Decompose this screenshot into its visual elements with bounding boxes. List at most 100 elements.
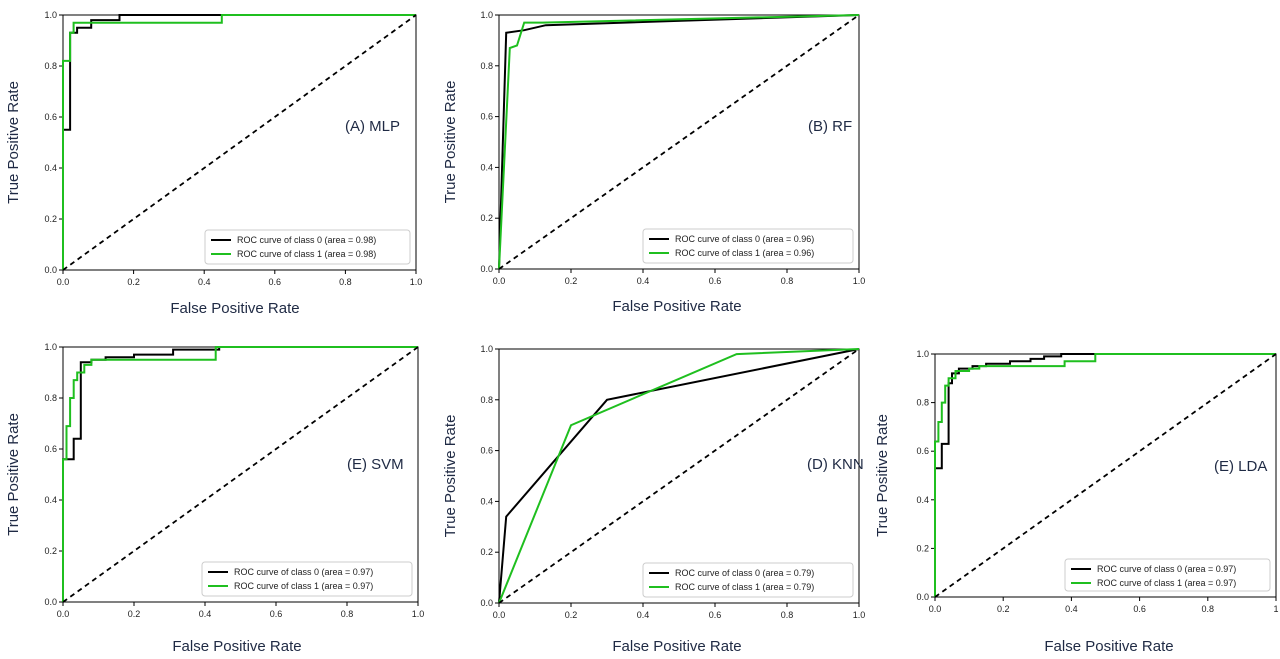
roc-curve-class-0 <box>498 14 860 270</box>
y-axis-label: True Positive Rate <box>874 414 891 537</box>
chance-diagonal-line <box>934 353 1277 598</box>
x-axis-label: False Positive Rate <box>612 638 741 655</box>
y-axis-label: True Positive Rate <box>5 81 22 204</box>
y-tick-label: 0.8 <box>44 61 57 71</box>
x-tick-label: 0.2 <box>565 610 578 620</box>
y-tick-label: 0.0 <box>44 597 57 607</box>
y-tick-label: 0.8 <box>480 61 493 71</box>
x-tick-label: 0.6 <box>270 609 283 619</box>
x-tick-label: 0.4 <box>637 610 650 620</box>
y-tick-label: 1.0 <box>916 349 929 359</box>
y-tick-label: 0.0 <box>916 592 929 602</box>
x-tick-label: 0.8 <box>781 276 794 286</box>
plot-frame <box>498 14 860 270</box>
y-tick-label: 0.4 <box>480 162 493 172</box>
x-tick-label: 0.8 <box>339 277 352 287</box>
y-tick-label: 0.4 <box>44 163 57 173</box>
roc-panel-5: 0.0 0.2 0.4 0.6 0.8 1 0.0 0.2 0.4 0.6 0.8 1.0 (E) LD… <box>874 349 1279 655</box>
roc-curve-class-0 <box>62 14 416 270</box>
y-tick-label: 0.2 <box>480 547 493 557</box>
x-tick-label: 0.2 <box>997 604 1010 614</box>
x-tick-label: 0.4 <box>1065 604 1078 614</box>
chance-diagonal-line <box>498 14 860 270</box>
legend-box <box>642 562 854 598</box>
x-tick-label: 1.0 <box>412 609 425 619</box>
y-tick-label: 0.2 <box>916 543 929 553</box>
legend-box <box>1064 558 1271 592</box>
y-tick-label: 0.6 <box>480 446 493 456</box>
y-tick-label: 0.4 <box>916 495 929 505</box>
roc-panel-3: 0.0 0.2 0.4 0.6 0.8 1.0 0.0 0.2 0.4 0.6 0.8 1.0 (E) … <box>5 342 424 655</box>
x-tick-label: 0.2 <box>127 277 140 287</box>
roc-curve-class-0 <box>934 353 1276 597</box>
y-tick-label: 0.8 <box>916 398 929 408</box>
x-tick-label: 0.4 <box>199 609 212 619</box>
legend-entry: ROC curve of class 0 (area = 0.79) <box>675 568 814 578</box>
legend-entry: ROC curve of class 1 (area = 0.97) <box>1097 578 1236 588</box>
x-tick-label: 0.8 <box>781 610 794 620</box>
x-tick-label: 0.0 <box>493 276 506 286</box>
y-tick-label: 0.6 <box>44 444 57 454</box>
roc-panel-2: 0.0 0.2 0.4 0.6 0.8 1.0 0.0 0.2 0.4 0.6 0.8 1.0 (B) … <box>442 10 865 315</box>
legend-entry: ROC curve of class 0 (area = 0.98) <box>237 235 376 245</box>
x-axis-label: False Positive Rate <box>612 298 741 315</box>
roc-curve-class-1 <box>62 346 418 602</box>
legend-entry: ROC curve of class 1 (area = 0.96) <box>675 248 814 258</box>
y-tick-label: 1.0 <box>480 10 493 20</box>
x-tick-label: 0.2 <box>128 609 141 619</box>
roc-curve-class-1 <box>62 14 416 270</box>
roc-panel-1: 0.0 0.2 0.4 0.6 0.8 1.0 0.0 0.2 0.4 0.6 0.8 1.0 (A) … <box>5 10 422 317</box>
y-tick-label: 0.0 <box>44 265 57 275</box>
y-tick-label: 0.6 <box>480 112 493 122</box>
x-tick-label: 0.6 <box>269 277 282 287</box>
x-tick-label: 0.4 <box>637 276 650 286</box>
panel-title: (E) SVM <box>347 456 404 473</box>
roc-curve-class-1 <box>498 14 860 270</box>
x-tick-label: 0.0 <box>57 277 70 287</box>
y-axis-label: True Positive Rate <box>442 415 459 538</box>
y-tick-label: 1.0 <box>480 344 493 354</box>
y-tick-label: 0.2 <box>44 546 57 556</box>
roc-curve-class-1 <box>934 353 1276 597</box>
legend-entry: ROC curve of class 0 (area = 0.97) <box>234 567 373 577</box>
x-tick-label: 0.6 <box>1133 604 1146 614</box>
x-tick-label: 0.0 <box>493 610 506 620</box>
x-tick-label: 0.4 <box>198 277 211 287</box>
x-tick-label: 0.8 <box>341 609 354 619</box>
y-axis-label: True Positive Rate <box>5 413 22 536</box>
x-tick-label: 0.6 <box>709 610 722 620</box>
roc-curve-class-1 <box>498 348 860 604</box>
y-tick-label: 0.4 <box>480 496 493 506</box>
x-tick-label: 0.8 <box>1202 604 1215 614</box>
x-tick-label: 0.0 <box>929 604 942 614</box>
x-tick-label: 0.6 <box>709 276 722 286</box>
chance-diagonal-line <box>62 14 417 271</box>
legend-box <box>204 229 411 265</box>
y-tick-label: 0.8 <box>480 395 493 405</box>
legend-entry: ROC curve of class 1 (area = 0.97) <box>234 581 373 591</box>
x-tick-label: 1.0 <box>410 277 423 287</box>
legend-entry: ROC curve of class 0 (area = 0.97) <box>1097 564 1236 574</box>
chance-diagonal-line <box>498 348 860 604</box>
x-tick-label: 1 <box>1273 604 1278 614</box>
y-axis-label: True Positive Rate <box>442 81 459 204</box>
chance-diagonal-line <box>62 346 419 603</box>
y-tick-label: 1.0 <box>44 342 57 352</box>
y-tick-label: 0.6 <box>916 446 929 456</box>
x-axis-label: False Positive Rate <box>170 300 299 317</box>
y-tick-label: 0.2 <box>44 214 57 224</box>
y-tick-label: 0.2 <box>480 213 493 223</box>
legend-entry: ROC curve of class 0 (area = 0.96) <box>675 234 814 244</box>
legend-entry: ROC curve of class 1 (area = 0.79) <box>675 582 814 592</box>
y-tick-label: 0.8 <box>44 393 57 403</box>
x-axis-label: False Positive Rate <box>172 638 301 655</box>
legend-box <box>642 228 854 264</box>
y-tick-label: 0.0 <box>480 264 493 274</box>
y-tick-label: 0.4 <box>44 495 57 505</box>
legend-box <box>201 561 413 597</box>
legend-entry: ROC curve of class 1 (area = 0.98) <box>237 249 376 259</box>
panel-title: (A) MLP <box>345 118 400 135</box>
panel-title: (D) KNN <box>807 456 864 473</box>
x-tick-label: 0.0 <box>57 609 70 619</box>
